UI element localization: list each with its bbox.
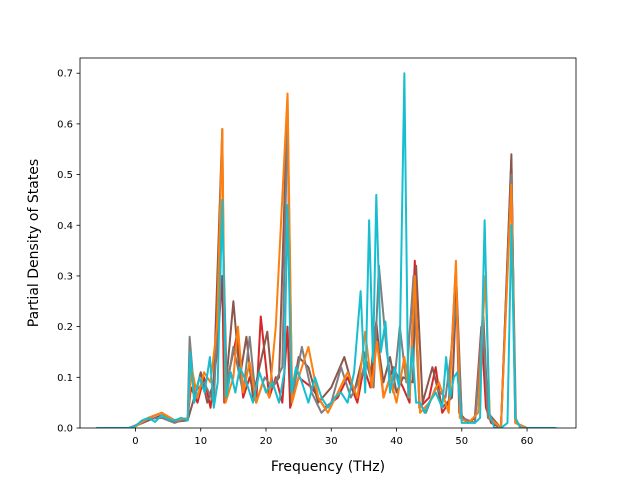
x-tick-label: 10 bbox=[194, 436, 207, 447]
series-line-5 bbox=[96, 72, 557, 428]
x-tick-label: 30 bbox=[325, 436, 338, 447]
y-tick-label: 0.4 bbox=[57, 221, 73, 232]
series-layer bbox=[96, 72, 557, 428]
x-tick-label: 40 bbox=[390, 436, 403, 447]
x-tick-label: 50 bbox=[455, 436, 468, 447]
y-tick-label: 0.5 bbox=[57, 170, 73, 181]
y-tick-label: 0.3 bbox=[57, 271, 73, 282]
plot-frame bbox=[79, 57, 577, 429]
x-tick-label: 0 bbox=[132, 436, 138, 447]
y-tick-label: 0.2 bbox=[57, 322, 73, 333]
x-axis-ticks: 0 10 20 30 40 50 60 bbox=[132, 428, 533, 447]
y-tick-label: 0.7 bbox=[57, 69, 73, 80]
y-tick-label: 0.1 bbox=[57, 373, 73, 384]
y-tick-label: 0.6 bbox=[57, 119, 73, 130]
series-line-4 bbox=[96, 92, 554, 428]
y-axis-ticks: 0.0 0.1 0.2 0.3 0.4 0.5 0.6 0.7 bbox=[57, 69, 80, 435]
x-tick-label: 20 bbox=[260, 436, 273, 447]
y-axis-label: Partial Density of States bbox=[26, 159, 42, 327]
y-tick-label: 0.0 bbox=[57, 424, 73, 435]
x-tick-label: 60 bbox=[521, 436, 534, 447]
x-axis-label: Frequency (THz) bbox=[271, 459, 385, 475]
